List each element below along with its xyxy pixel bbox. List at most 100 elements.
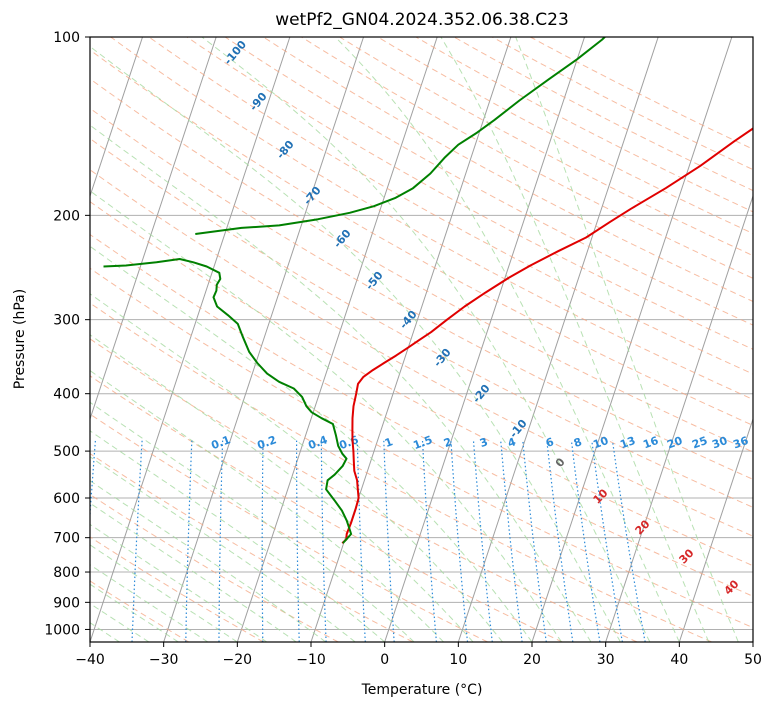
dry-adiabat [301, 37, 753, 279]
dewpoint-profile [103, 258, 353, 544]
moist-adiabat [90, 190, 562, 642]
mixing-ratio-line [90, 440, 96, 523]
mixing-ratio-label: 10 [591, 434, 610, 452]
dry-adiabat [90, 580, 190, 642]
mixing-ratio-label: 4 [506, 435, 518, 450]
dry-adiabat [530, 37, 753, 150]
mixing-ratio-line [320, 440, 327, 642]
x-tick-label: −30 [149, 652, 179, 668]
isotherm-line [90, 37, 217, 421]
mixing-ratio-label: 2 [442, 435, 454, 450]
mixing-ratio-label: 3 [478, 435, 490, 450]
moist-adiabat [90, 502, 297, 642]
mixing-ratio-line [218, 440, 224, 642]
moist-adiabat-label: -60 [331, 227, 354, 251]
mixing-ratio-line [611, 440, 646, 642]
mixing-ratio-line [546, 440, 574, 642]
mixing-ratio-label: 0.2 [255, 433, 278, 452]
mixing-ratio-label: 30 [710, 434, 729, 452]
isotherm-label: 40 [722, 577, 742, 597]
mixing-ratio-line [421, 440, 437, 642]
dry-adiabat [90, 201, 753, 567]
isotherm-line [752, 640, 753, 642]
isotherm-line [90, 37, 291, 642]
moist-adiabat [90, 124, 592, 642]
moist-adiabat [90, 430, 386, 642]
mixing-ratio-label: 20 [665, 434, 684, 452]
dry-adiabat [90, 493, 339, 642]
dry-adiabat [90, 452, 414, 642]
moist-adiabat [90, 401, 415, 642]
mixing-ratio-label: 13 [618, 434, 637, 451]
y-tick-label: 1000 [44, 622, 80, 638]
dry-adiabat [90, 536, 264, 642]
moist-adiabat [515, 37, 739, 642]
isotherm-line [678, 417, 753, 642]
mixing-ratio-label: 6 [544, 435, 556, 450]
moist-adiabat [90, 45, 621, 642]
x-tick-label: 20 [523, 652, 541, 668]
moist-adiabat-label: -90 [247, 90, 270, 114]
isotherm-line [457, 37, 659, 642]
isotherm-line [605, 194, 753, 642]
dry-adiabat [415, 37, 753, 213]
mixing-ratio-line [131, 440, 143, 642]
y-tick-label: 800 [53, 565, 80, 581]
moist-adiabat-label: -70 [301, 184, 324, 208]
moist-adiabat [90, 480, 327, 642]
mixing-ratio-line [591, 440, 623, 642]
moist-adiabat [90, 293, 503, 642]
isotherm-line [384, 37, 586, 642]
y-axis-label: Pressure (hPa) [12, 289, 28, 389]
y-tick-label: 600 [53, 491, 80, 507]
plot-lines [90, 37, 753, 642]
moist-adiabat [90, 369, 444, 642]
mixing-ratio-label: 1.5 [411, 433, 434, 452]
x-tick-label: −10 [296, 652, 326, 668]
isotherm-line [163, 37, 365, 642]
dry-adiabat [262, 37, 753, 302]
mixing-ratio-line [522, 440, 547, 642]
isotherm-line [310, 37, 512, 642]
dry-adiabat [90, 233, 753, 597]
moist-adiabat [90, 245, 533, 642]
mixing-ratio-label: 0.4 [306, 433, 329, 452]
moist-adiabat [90, 334, 474, 642]
dry-adiabat [339, 37, 753, 257]
x-tick-label: 30 [597, 652, 615, 668]
dewpoint-profile-upper [195, 37, 607, 235]
plot-frame [89, 36, 754, 643]
isotherm-line [90, 37, 144, 198]
y-tick-label: 400 [53, 387, 80, 403]
isotherm-label: 10 [591, 486, 611, 506]
dry-adiabat [148, 37, 753, 375]
y-tick-label: 200 [53, 208, 80, 224]
mixing-ratio-line [356, 440, 366, 642]
moist-adiabat [201, 37, 651, 642]
data-series [103, 37, 753, 544]
isotherm-label: 20 [633, 517, 653, 537]
dry-adiabat [90, 49, 753, 426]
mixing-ratio-label: 0.1 [209, 433, 232, 452]
moist-adiabat [334, 37, 680, 642]
dry-adiabat [377, 37, 753, 235]
moist-adiabat [90, 523, 268, 642]
x-tick-label: 40 [670, 652, 688, 668]
mixing-ratio-line [450, 440, 469, 642]
chart-title: wetPf2_GN04.2024.352.06.38.C23 [275, 10, 569, 30]
temperature-profile [341, 127, 753, 544]
mixing-ratio-line [296, 440, 300, 642]
mixing-ratio-label: 16 [641, 434, 660, 452]
isotherm-label: 30 [677, 546, 697, 566]
moist-adiabat-label: -80 [274, 138, 297, 162]
mixing-ratio-line [383, 440, 395, 642]
dry-adiabat [90, 107, 753, 480]
x-tick-label: 10 [449, 652, 467, 668]
mixing-ratio-line [570, 440, 601, 642]
dry-adiabat [90, 137, 753, 508]
moist-adiabat [440, 37, 710, 642]
moist-adiabat-label: -50 [363, 269, 386, 293]
isotherm-line [531, 37, 733, 642]
mixing-ratio-line [500, 440, 523, 642]
x-tick-label: −20 [223, 652, 253, 668]
